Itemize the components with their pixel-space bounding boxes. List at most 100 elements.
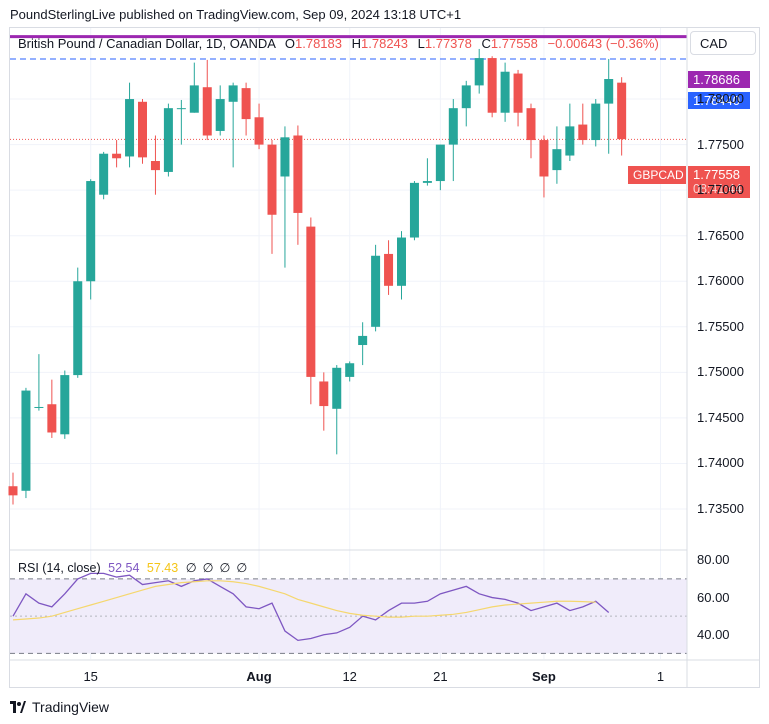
legend-low-value: 1.77378: [424, 36, 472, 51]
price-tick-label: 1.74500: [697, 409, 744, 425]
candle-body: [617, 82, 627, 140]
publisher-line: PoundSterlingLive published on TradingVi…: [10, 7, 462, 22]
candle[interactable]: [435, 144, 445, 191]
price-tick-label: 1.75000: [697, 364, 744, 380]
candle[interactable]: [21, 387, 31, 499]
candle[interactable]: [138, 99, 147, 164]
rsi-extra-value: ∅: [219, 561, 237, 575]
purple-line-price-tag: 1.78686: [688, 71, 750, 88]
candle[interactable]: [267, 140, 277, 254]
candle[interactable]: [47, 379, 57, 438]
candle-body: [34, 406, 44, 408]
rsi-band: [10, 578, 687, 654]
rsi-extra-values: ∅∅∅∅: [186, 561, 254, 575]
candle[interactable]: [461, 80, 471, 127]
time-tick-label: 1: [656, 669, 665, 684]
candle[interactable]: [617, 77, 627, 156]
tradingview-brand[interactable]: TradingView: [10, 699, 109, 715]
brand-name: TradingView: [32, 699, 110, 715]
candle[interactable]: [86, 179, 96, 300]
candle[interactable]: [384, 240, 394, 295]
candle[interactable]: [332, 365, 342, 455]
candle-body: [409, 182, 419, 238]
candle[interactable]: [99, 151, 109, 200]
candle[interactable]: [578, 103, 588, 145]
bar-countdown: 08:41:44: [693, 182, 742, 196]
rsi-lines: [12, 572, 610, 642]
candle-body: [604, 79, 614, 104]
chart-legend: British Pound / Canadian Dollar, 1D, OAN…: [18, 36, 659, 51]
last-price-tag: 1.77558 08:41:44: [688, 166, 750, 198]
candle-body: [384, 253, 394, 286]
candle[interactable]: [474, 48, 484, 94]
candle[interactable]: [241, 82, 251, 136]
candle[interactable]: [591, 99, 601, 147]
price-tick-label: 1.76500: [697, 227, 744, 243]
candle[interactable]: [345, 361, 355, 382]
candle-body: [125, 99, 135, 157]
candle[interactable]: [228, 82, 238, 168]
candle[interactable]: [397, 231, 406, 300]
candle[interactable]: [34, 354, 44, 411]
candle-body: [332, 367, 342, 409]
rsi-line[interactable]: [12, 572, 610, 642]
candle[interactable]: [319, 372, 329, 431]
candle-body: [319, 381, 329, 407]
candle[interactable]: [150, 135, 160, 195]
candle[interactable]: [565, 103, 575, 162]
candle-body: [21, 390, 31, 491]
candle[interactable]: [358, 322, 368, 366]
candle[interactable]: [371, 244, 381, 332]
candle[interactable]: [604, 58, 614, 154]
candle-body: [293, 135, 303, 213]
candle[interactable]: [163, 103, 173, 177]
candle[interactable]: [526, 103, 536, 159]
candle[interactable]: [500, 62, 510, 122]
rsi-ma-line[interactable]: [12, 580, 596, 621]
candle-body: [228, 85, 238, 102]
candle-body: [280, 137, 290, 177]
candle[interactable]: [293, 125, 303, 245]
candle[interactable]: [254, 103, 264, 150]
currency-button[interactable]: CAD: [690, 31, 756, 55]
legend-symbol[interactable]: British Pound / Canadian Dollar, 1D, OAN…: [18, 36, 276, 51]
candle[interactable]: [73, 267, 83, 378]
rsi-extra-value: ∅: [202, 561, 220, 575]
candle[interactable]: [409, 181, 419, 241]
price-tick-label: 1.74000: [697, 455, 744, 471]
candle[interactable]: [189, 62, 199, 113]
candle[interactable]: [60, 370, 70, 439]
candle-body: [241, 88, 251, 120]
candle[interactable]: [306, 217, 316, 405]
candle-body: [513, 73, 523, 113]
candle[interactable]: [215, 85, 225, 136]
candle[interactable]: [8, 472, 18, 505]
candle[interactable]: [202, 59, 212, 141]
candle[interactable]: [176, 99, 186, 145]
candle[interactable]: [125, 82, 135, 168]
candle[interactable]: [552, 126, 562, 184]
legend-low-label: L: [417, 36, 425, 51]
candle-body: [86, 181, 96, 282]
candle-body: [60, 375, 70, 435]
candle-body: [202, 87, 212, 136]
candle[interactable]: [280, 126, 290, 268]
last-price-value: 1.77558: [693, 167, 740, 182]
candle[interactable]: [513, 69, 523, 127]
legend-open-value: 1.78183: [295, 36, 342, 51]
time-tick-label: Sep: [532, 669, 556, 684]
rsi-legend-label[interactable]: RSI (14, close): [18, 561, 101, 575]
rsi-extra-value: ∅: [185, 561, 203, 575]
candle-body: [73, 281, 83, 376]
candle[interactable]: [448, 99, 458, 182]
blue-line-price-tag: 1.78440: [688, 92, 750, 109]
candle[interactable]: [422, 158, 432, 186]
legend-open-label: O: [284, 36, 295, 51]
time-tick-label: Aug: [246, 669, 272, 684]
candle[interactable]: [112, 140, 122, 168]
candle-body: [448, 108, 458, 145]
candle[interactable]: [539, 135, 549, 198]
candle[interactable]: [487, 56, 497, 118]
candle-body: [150, 161, 160, 171]
